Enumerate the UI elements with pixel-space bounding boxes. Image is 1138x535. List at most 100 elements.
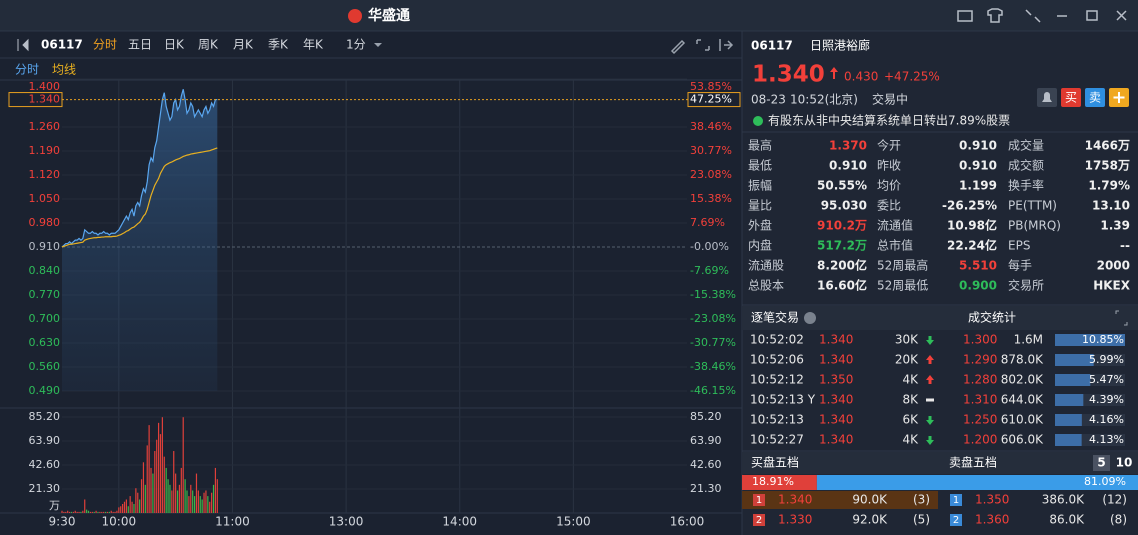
level-10[interactable]: 10 — [1116, 456, 1133, 470]
period-tab[interactable]: 分时 — [93, 38, 117, 52]
volume-bar — [171, 490, 173, 513]
sell-button[interactable] — [1085, 88, 1105, 107]
plus-icon[interactable] — [1113, 92, 1125, 103]
period-tab[interactable]: 周K — [198, 38, 219, 52]
stat-label: 振幅 — [748, 178, 772, 193]
quote-time: 10:52(北京) — [790, 93, 858, 107]
y2-tick-label: 15.38% — [690, 192, 732, 205]
volume-bar — [180, 467, 182, 513]
level-volume: 386.0K — [1042, 493, 1085, 507]
stat-pct: 4.16% — [1089, 413, 1124, 426]
trades-title[interactable]: 逐笔交易 — [751, 310, 799, 325]
shrink-icon[interactable] — [1025, 9, 1041, 23]
level-orders: (5) — [913, 513, 930, 527]
y2-tick-label: -23.08% — [690, 312, 736, 325]
logo: 华盛通 — [368, 7, 410, 24]
volume-bar — [133, 503, 135, 513]
window-controls[interactable] — [957, 8, 1127, 23]
volume-bar — [211, 492, 213, 513]
period-tab[interactable]: 季K — [268, 38, 289, 52]
quote-code: 06117 — [751, 39, 793, 53]
volume-bar — [123, 501, 126, 513]
period-tab[interactable]: 月K — [233, 38, 254, 52]
stat-value: 0.910 — [959, 139, 997, 153]
price-change: 0.430 — [844, 70, 878, 84]
draw-icon[interactable] — [670, 39, 686, 55]
series-legend[interactable]: 分时 — [15, 63, 39, 77]
volume-bar — [99, 511, 101, 513]
volume-bar — [74, 510, 76, 513]
trade-time: 10:52:13 Y — [750, 393, 816, 407]
trade-price: 1.340 — [819, 433, 853, 447]
volume-bar — [93, 511, 95, 513]
bell-icon[interactable] — [1042, 92, 1052, 102]
volume-bar — [214, 467, 217, 513]
direction-arrow — [926, 436, 934, 445]
y2-tick-label: -0.00% — [690, 240, 729, 253]
stat-price: 1.280 — [963, 373, 997, 387]
volume-bar — [199, 496, 201, 513]
buy-label[interactable]: 买 — [1065, 91, 1077, 105]
trade-stats-title[interactable]: 成交统计 — [968, 310, 1016, 325]
trades-list: 10:52:02 1.340 30K 10:52:06 1.340 20K 10:52:12… — [750, 333, 1125, 447]
volume-bar — [207, 496, 209, 513]
dropdown-arrow[interactable] — [374, 43, 382, 47]
buy-button[interactable] — [1061, 88, 1081, 107]
stat-label: 总市值 — [877, 238, 913, 253]
volume-unit: 万 — [49, 499, 60, 512]
trade-volume: 20K — [895, 353, 919, 367]
level-box — [753, 494, 765, 506]
mail-icon[interactable] — [957, 10, 973, 22]
period-tabs[interactable]: 分时 五日 日K 周K 月K 季K 年K 1分 — [93, 38, 366, 52]
stat-label: 均价 — [877, 179, 901, 193]
bid-highlight — [742, 491, 938, 509]
expand-icon[interactable] — [1115, 310, 1128, 326]
series-line — [61, 147, 218, 248]
trade-volume: 4K — [902, 373, 919, 387]
stat-label: 流通股 — [748, 259, 784, 273]
level-price: 1.350 — [975, 493, 1009, 507]
period-tab[interactable]: 日K — [164, 38, 185, 52]
fullscreen-icon[interactable] — [696, 39, 710, 51]
period-tab[interactable]: 五日 — [128, 38, 152, 52]
volume-bar — [110, 510, 112, 513]
stat-value: 910.2万 — [817, 219, 867, 233]
volume-bar — [140, 479, 143, 513]
level-orders: (8) — [1110, 513, 1127, 527]
stat-bar — [1055, 414, 1082, 426]
level-5-button[interactable] — [1093, 455, 1110, 471]
y-tick-label: 1.400 — [29, 80, 61, 93]
direction-arrow — [926, 416, 934, 425]
x-tick-label: 16:00 — [670, 515, 705, 529]
volume-bar — [97, 511, 99, 513]
series-legend[interactable]: 均线 — [52, 63, 76, 77]
expand-icon[interactable] — [719, 39, 734, 51]
sell-label[interactable]: 卖 — [1089, 91, 1101, 105]
series-line — [61, 89, 218, 248]
period-tab[interactable]: 年K — [303, 38, 324, 52]
skin-icon[interactable] — [987, 8, 1003, 23]
stat-value: 1.370 — [829, 139, 867, 153]
y2-tick-label: -38.46% — [690, 360, 736, 373]
trade-volume: 6K — [902, 413, 919, 427]
volume-bar — [156, 439, 158, 513]
help-icon[interactable] — [804, 312, 816, 324]
maximize-icon[interactable] — [1086, 10, 1098, 21]
y2-tick-label: -7.69% — [690, 264, 729, 277]
volume-tick-label: 85.20 — [690, 410, 722, 423]
last-price-box — [8, 92, 63, 108]
level-box — [950, 494, 962, 506]
close-icon[interactable] — [1116, 10, 1127, 21]
volume-bar — [72, 511, 74, 513]
level-price: 1.340 — [778, 493, 812, 507]
level-5[interactable]: 5 — [1097, 456, 1105, 470]
volume-bar — [70, 511, 73, 513]
period-tab[interactable]: 1分 — [346, 38, 366, 52]
trade-price: 1.340 — [819, 333, 853, 347]
level-index: 1 — [953, 495, 959, 506]
collapse-icon[interactable] — [17, 38, 29, 52]
y-tick-label: 1.190 — [29, 144, 61, 157]
chart-tools[interactable] — [670, 39, 734, 55]
notice[interactable]: 有股东从非中央结算系统单日转出7.89%股票 — [768, 113, 1010, 128]
stat-label: PB(MRQ) — [1008, 219, 1061, 233]
